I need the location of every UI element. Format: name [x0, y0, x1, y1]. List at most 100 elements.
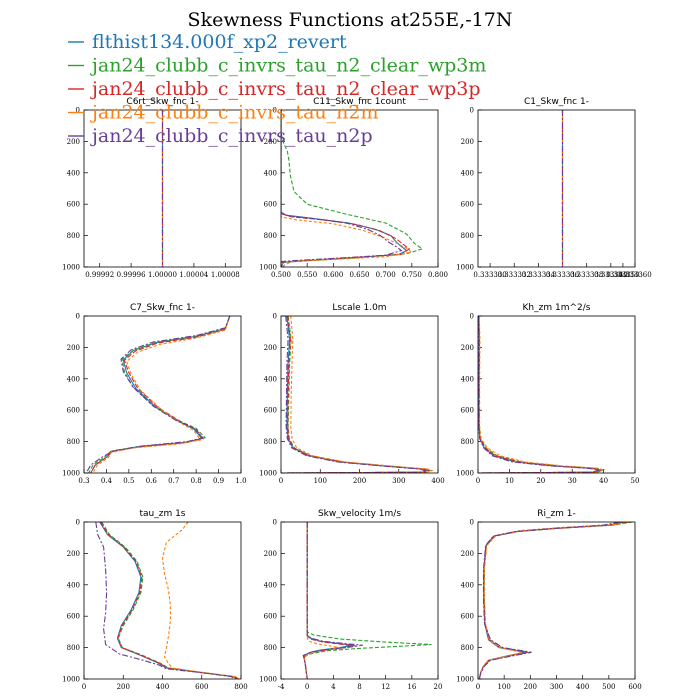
- x-tick-label: 16: [407, 683, 416, 691]
- y-tick-label: 200: [67, 550, 80, 558]
- series-line-2: [88, 316, 231, 473]
- y-tick-label: 1000: [456, 470, 474, 478]
- series-line-3: [285, 316, 430, 473]
- x-tick-label: 0.333330: [473, 271, 506, 279]
- panel-title: Kh_zm 1m^2/s: [523, 303, 591, 313]
- y-tick-label: 200: [67, 344, 80, 352]
- x-tick-label: 0.99996: [117, 271, 146, 279]
- y-tick-label: 1000: [62, 264, 80, 272]
- legend-label: jan24_clubb_c_invrs_tau_n2p: [90, 125, 373, 147]
- series-line-2: [101, 522, 240, 679]
- x-tick-label: 0.650: [349, 271, 369, 279]
- y-tick-label: 0: [273, 519, 277, 527]
- x-tick-label: 400: [576, 683, 589, 691]
- series-line-4: [478, 522, 630, 679]
- y-tick-label: 1000: [62, 676, 80, 684]
- x-tick-label: 100: [497, 683, 510, 691]
- y-tick-label: 800: [461, 232, 474, 240]
- x-tick-label: 0.550: [297, 271, 317, 279]
- series-line-5: [85, 316, 231, 473]
- y-tick-label: 0: [76, 313, 80, 321]
- y-tick-label: 200: [461, 344, 474, 352]
- x-tick-label: 300: [550, 683, 563, 691]
- y-tick-label: 400: [264, 375, 277, 383]
- panel-title: C1_Skw_fnc 1-: [524, 97, 589, 107]
- panel-title: C7_Skw_fnc 1-: [130, 303, 195, 313]
- y-tick-label: 400: [264, 581, 277, 589]
- series-line-2: [478, 316, 606, 473]
- panel-2: C11_Skw_fnc 1count 0 200 400 600 800 10000.500…: [259, 97, 448, 279]
- plot-frame: [477, 315, 636, 474]
- series-line-5: [284, 316, 426, 473]
- series-line-1: [99, 522, 238, 679]
- x-tick-label: 100: [314, 477, 327, 485]
- x-tick-label: 0.333332: [498, 271, 531, 279]
- y-tick-label: 400: [461, 375, 474, 383]
- x-tick-label: 1.00004: [179, 271, 208, 279]
- y-tick-label: 1000: [62, 470, 80, 478]
- y-tick-label: 200: [264, 344, 277, 352]
- x-tick-label: 500: [602, 683, 615, 691]
- y-tick-label: 600: [67, 201, 80, 209]
- y-tick-label: 600: [67, 613, 80, 621]
- y-tick-label: 200: [461, 550, 474, 558]
- x-tick-label: 0.700: [376, 271, 396, 279]
- series-line-5: [302, 522, 363, 679]
- x-tick-label: 0.99992: [85, 271, 114, 279]
- x-tick-label: -4: [278, 683, 285, 691]
- x-tick-label: 0.800: [428, 271, 448, 279]
- y-tick-label: 1000: [259, 264, 277, 272]
- x-tick-label: 0: [476, 683, 480, 691]
- panel-title: Ri_zm 1-: [537, 509, 576, 519]
- plot-frame: [83, 521, 242, 680]
- y-tick-label: 0: [470, 313, 474, 321]
- plot-frame: [280, 109, 439, 268]
- legend-label: jan24_clubb_c_invrs_tau_n2_clear_wp3m: [90, 55, 486, 77]
- y-tick-label: 800: [67, 438, 80, 446]
- series-line-1: [90, 316, 231, 473]
- x-tick-label: 0.750: [402, 271, 422, 279]
- series-line-5: [478, 522, 620, 679]
- y-tick-label: 200: [461, 138, 474, 146]
- y-tick-label: 0: [273, 313, 277, 321]
- x-tick-label: 1.00008: [211, 271, 240, 279]
- x-tick-label: 0: [82, 683, 86, 691]
- y-tick-label: 800: [67, 644, 80, 652]
- series-line-5: [95, 522, 236, 679]
- y-tick-label: 400: [67, 375, 80, 383]
- y-tick-label: 1000: [259, 470, 277, 478]
- series-line-2: [478, 522, 633, 679]
- x-tick-label: 0.333334: [522, 271, 556, 279]
- x-tick-label: 12: [381, 683, 390, 691]
- panel-title: Lscale 1.0m: [332, 303, 386, 313]
- panel-3: C1_Skw_fnc 1-020040060080010000.3333300.…: [456, 97, 652, 279]
- x-tick-label: 200: [117, 683, 130, 691]
- plot-frame: [477, 109, 636, 268]
- y-tick-label: 800: [264, 438, 277, 446]
- panel-title: tau_zm 1s: [139, 509, 185, 519]
- y-tick-label: 0: [76, 107, 80, 115]
- y-tick-label: 400: [67, 581, 80, 589]
- series-line-5: [478, 316, 600, 473]
- series-line-3: [478, 316, 604, 473]
- x-tick-label: 0: [279, 477, 283, 485]
- x-tick-label: 0.333336: [546, 271, 580, 279]
- y-tick-label: 600: [461, 407, 474, 415]
- y-tick-label: 0: [470, 107, 474, 115]
- series-line-1: [478, 316, 603, 473]
- series-line-5: [281, 110, 403, 267]
- x-tick-label: 40: [599, 477, 608, 485]
- figure-title: Skewness Functions at255E,-17N: [188, 9, 513, 31]
- series-line-4: [286, 316, 434, 473]
- x-tick-label: 200: [353, 477, 366, 485]
- x-tick-label: 0.4: [101, 477, 113, 485]
- y-tick-label: 800: [461, 438, 474, 446]
- plot-frame: [280, 315, 439, 474]
- series-line-1: [284, 316, 428, 473]
- x-tick-label: 20: [536, 477, 545, 485]
- x-tick-label: 300: [392, 477, 405, 485]
